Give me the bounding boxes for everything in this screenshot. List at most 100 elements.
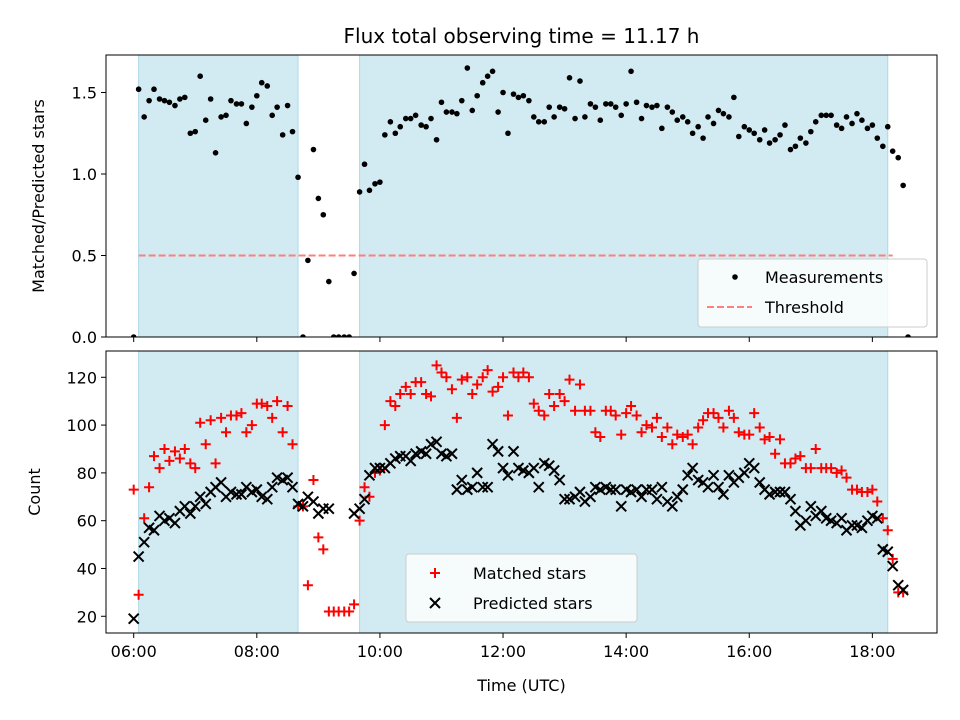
predicted-star-point	[548, 464, 560, 477]
measurement-point	[474, 92, 480, 99]
matched-star-point	[518, 367, 529, 378]
predicted-star-point	[132, 550, 145, 563]
predicted-star-point	[169, 517, 181, 529]
measurement-point	[458, 97, 465, 104]
measurement-point	[731, 94, 737, 101]
measurement-point	[484, 73, 491, 79]
matched-star-point	[210, 458, 221, 469]
measurement-point	[700, 135, 706, 141]
matched-star-point	[672, 429, 683, 440]
predicted-star-point	[871, 512, 883, 524]
predicted-star-point	[897, 584, 909, 596]
measurement-point	[500, 89, 506, 96]
measurement-point	[720, 110, 727, 117]
measurement-point	[792, 143, 799, 150]
predicted-star-point	[481, 481, 494, 493]
matched-star-point	[775, 434, 786, 445]
measurement-point	[535, 119, 542, 125]
predicted-star-point	[723, 469, 735, 481]
measurement-point	[889, 148, 896, 154]
y-tick-label: 1.0	[72, 165, 97, 184]
measurement-point	[423, 123, 429, 130]
measurement-point	[546, 104, 552, 110]
measurement-point	[392, 130, 399, 137]
legend-measurement-marker	[732, 274, 738, 280]
predicted-star-point	[261, 493, 273, 505]
matched-star-point	[246, 420, 257, 431]
measurement-point	[295, 174, 301, 181]
predicted-star-point	[615, 500, 627, 513]
matched-star-point	[149, 451, 160, 462]
measurement-point	[869, 122, 876, 128]
matched-star-point	[405, 389, 416, 400]
measurement-point	[741, 123, 748, 130]
measurement-point	[192, 128, 199, 135]
matched-star-point	[656, 432, 667, 443]
matched-star-point	[836, 465, 847, 476]
predicted-star-point	[497, 462, 509, 474]
measurement-point	[315, 195, 322, 202]
matched-star-point	[641, 420, 652, 431]
measurement-point	[181, 94, 188, 101]
measurement-point	[895, 154, 902, 161]
measurement-point	[135, 86, 142, 93]
measurement-point	[623, 101, 629, 107]
legend-label-matched: Matched stars	[473, 564, 586, 583]
measurement-point	[418, 122, 424, 128]
x-tick-label: 08:00	[234, 642, 280, 661]
observing-window-1	[138, 55, 299, 337]
matched-star-point	[693, 422, 704, 433]
matched-star-point	[426, 391, 437, 402]
predicted-star-point	[404, 455, 417, 467]
measurement-point	[531, 114, 537, 120]
legend-label-measurements: Measurements	[765, 268, 883, 287]
measurement-point	[654, 102, 660, 109]
measurement-point	[335, 334, 342, 337]
matched-star-point	[236, 408, 247, 419]
matched-star-point	[144, 482, 155, 493]
matched-star-point	[646, 422, 657, 433]
measurement-point	[715, 107, 722, 114]
measurement-point	[541, 119, 548, 125]
measurement-point	[874, 135, 881, 141]
measurement-point	[864, 125, 871, 132]
predicted-star-point	[281, 471, 294, 484]
measurement-point	[326, 278, 332, 285]
predicted-star-point	[846, 519, 858, 532]
measurement-point	[735, 133, 742, 140]
matched-star-point	[867, 484, 878, 495]
measurement-point	[612, 104, 619, 110]
measurement-point	[284, 102, 291, 109]
measurement-point	[146, 97, 152, 104]
predicted-star-point	[363, 469, 376, 481]
matched-star-point	[169, 446, 180, 457]
predicted-star-point	[656, 481, 668, 493]
measurement-point	[212, 150, 219, 156]
measurement-point	[197, 73, 203, 79]
matched-star-point	[682, 429, 693, 440]
matched-star-point	[241, 427, 252, 438]
measurement-point	[659, 125, 665, 132]
matched-star-point	[508, 367, 519, 378]
measurement-point	[387, 119, 394, 125]
matched-star-point	[728, 412, 739, 423]
predicted-star-point	[189, 500, 201, 513]
measurement-point	[351, 270, 357, 277]
series-predicted-stars	[127, 436, 909, 625]
legend-label-predicted: Predicted stars	[473, 594, 593, 613]
predicted-star-point	[148, 524, 160, 536]
measurement-point	[156, 96, 163, 102]
predicted-star-point	[374, 462, 386, 474]
predicted-star-point	[584, 491, 597, 503]
y-tick-label: 40	[77, 559, 97, 578]
measurement-point	[407, 115, 414, 122]
matched-star-point	[574, 379, 585, 390]
measurement-point	[710, 120, 717, 127]
matched-star-point	[200, 439, 211, 450]
measurement-point	[207, 96, 214, 102]
predicted-star-point	[630, 483, 643, 496]
matched-star-point	[554, 389, 565, 400]
measurement-point	[274, 104, 280, 110]
matched-star-point	[190, 463, 201, 474]
predicted-star-point	[856, 522, 868, 534]
